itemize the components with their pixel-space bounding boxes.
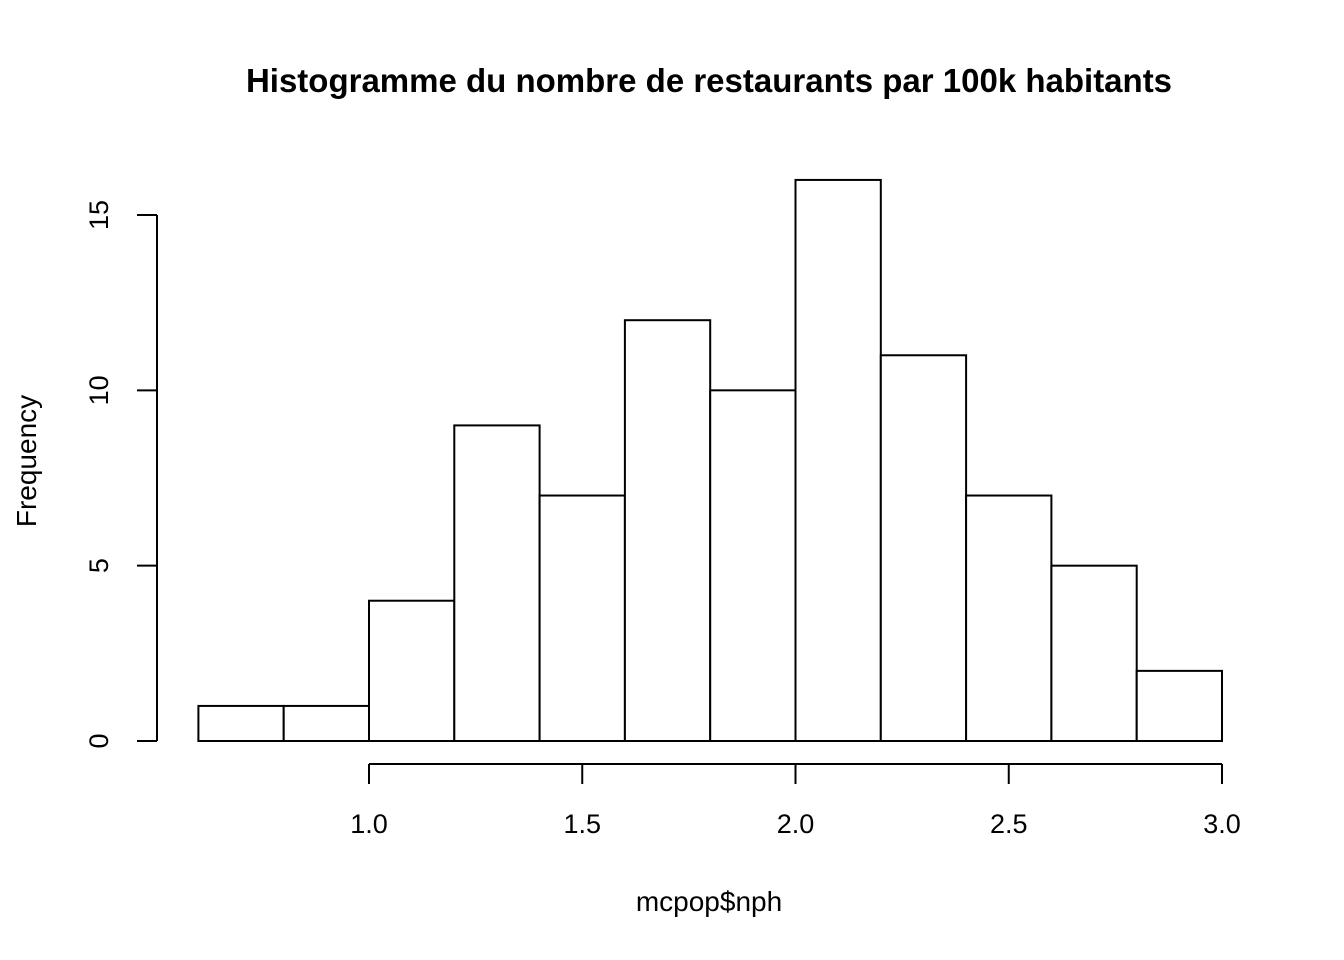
histogram-bar: [453, 424, 541, 742]
histogram-bar: [282, 704, 371, 742]
x-axis: 1.0 1.5 2.0 2.5 3.0: [350, 763, 1241, 839]
x-tick-label: 3.0: [1203, 809, 1241, 839]
y-tick-label: 15: [84, 200, 114, 230]
histogram-bar: [965, 494, 1053, 742]
bars-group: [197, 178, 1223, 742]
histogram-bar: [1135, 669, 1223, 742]
y-tick-label: 5: [84, 558, 114, 573]
x-tick-label: 1.0: [350, 809, 388, 839]
x-tick-label: 1.5: [563, 809, 601, 839]
histogram-bar: [794, 178, 882, 742]
histogram-bar: [538, 494, 626, 742]
histogram-bar: [197, 704, 285, 742]
histogram-bar: [623, 319, 712, 742]
y-axis: 0 5 10 15: [84, 200, 158, 749]
x-tick-label: 2.5: [990, 809, 1028, 839]
histogram-bar: [1050, 564, 1138, 742]
y-tick-label: 10: [84, 375, 114, 405]
histogram-bar: [709, 389, 797, 742]
y-axis-label: Frequency: [11, 395, 42, 527]
histogram-bar: [368, 599, 456, 742]
chart-title: Histogramme du nombre de restaurants par…: [246, 62, 1172, 99]
y-tick-label: 0: [84, 733, 114, 748]
x-tick-label: 2.0: [777, 809, 815, 839]
histogram-bar: [879, 354, 968, 742]
x-axis-label: mcpop$nph: [636, 886, 782, 917]
